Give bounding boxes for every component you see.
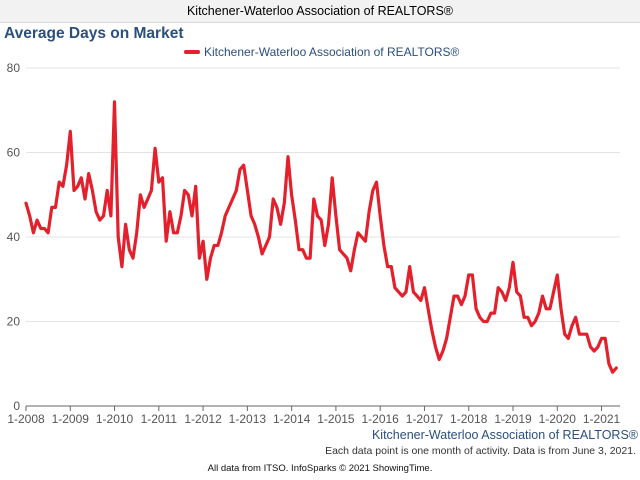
x-tick-label: 1-2021 xyxy=(583,412,621,426)
series-line[interactable] xyxy=(24,100,618,374)
y-tick-label: 80 xyxy=(7,61,21,75)
data-note: Each data point is one month of activity… xyxy=(325,445,636,457)
y-tick-label: 20 xyxy=(7,315,21,329)
x-tick-label: 1-2011 xyxy=(141,412,178,426)
x-tick-label: 1-2019 xyxy=(494,412,532,426)
x-tick-label: 1-2017 xyxy=(406,412,444,426)
footer-credit: All data from ITSO. InfoSparks © 2021 Sh… xyxy=(207,463,433,474)
x-tick-label: 1-2010 xyxy=(96,412,134,426)
x-axis: 1-2008 1-2009 1-2010 1-2011 1-2012 1-2013 1-20… xyxy=(7,405,621,426)
y-tick-label: 60 xyxy=(7,146,21,160)
series-lines xyxy=(24,100,618,374)
x-tick-label: 1-2014 xyxy=(273,412,311,426)
x-tick-label: 1-2009 xyxy=(52,412,90,426)
chart-title: Average Days on Market xyxy=(4,25,184,42)
report-header: Kitchener-Waterloo Association of REALTO… xyxy=(0,0,640,23)
y-axis-ticks: 0 20 40 60 80 xyxy=(7,61,21,413)
y-tick-label: 0 xyxy=(13,399,20,413)
legend-label: Kitchener-Waterloo Association of REALTO… xyxy=(204,45,460,59)
x-tick-label: 1-2015 xyxy=(317,412,355,426)
chart-legend[interactable]: Kitchener-Waterloo Association of REALTO… xyxy=(184,43,459,61)
report-header-title: Kitchener-Waterloo Association of REALTO… xyxy=(186,4,454,18)
source-label: Kitchener-Waterloo Association of REALTO… xyxy=(371,428,638,442)
y-tick-label: 40 xyxy=(7,230,21,244)
legend-swatch xyxy=(184,50,200,54)
x-tick-label: 1-2008 xyxy=(7,412,45,426)
x-tick-label: 1-2016 xyxy=(361,412,399,426)
x-tick-label: 1-2013 xyxy=(229,412,267,426)
x-tick-label: 1-2012 xyxy=(184,412,222,426)
x-tick-label: 1-2018 xyxy=(450,412,488,426)
x-tick-label: 1-2020 xyxy=(539,412,577,426)
